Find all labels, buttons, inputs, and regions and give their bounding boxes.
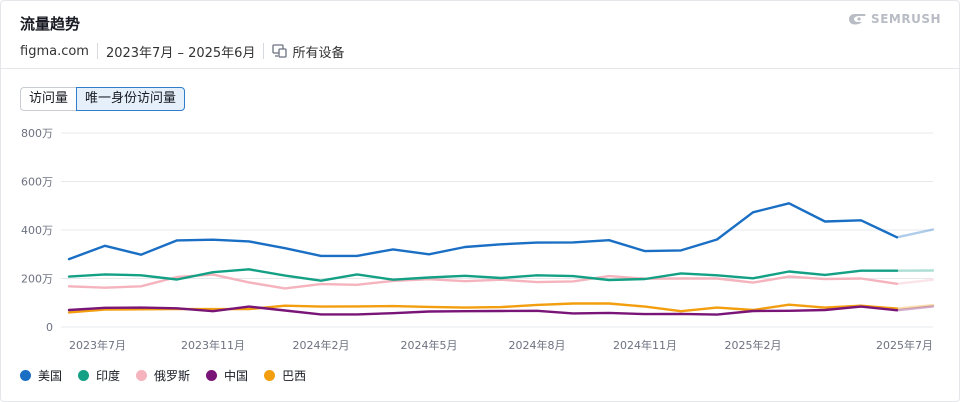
semrush-flame-icon	[849, 14, 866, 25]
legend-dot	[264, 370, 276, 381]
x-tick-label: 2023年7月	[69, 338, 126, 352]
series-projection-3	[895, 305, 935, 312]
legend-label: 中国	[224, 369, 249, 383]
series-line-1	[67, 268, 899, 282]
tab-unique-visitors[interactable]: 唯一身份访问量	[76, 87, 186, 111]
legend-item[interactable]: 巴西	[264, 367, 306, 384]
legend-dot	[78, 370, 90, 381]
x-tick-label: 2024年8月	[509, 338, 566, 352]
card-title: 流量趋势	[20, 15, 81, 33]
legend-label: 巴西	[282, 369, 307, 383]
date-range: 2023年7月 – 2025年6月	[105, 45, 256, 61]
legend-label: 印度	[96, 369, 121, 383]
logo-text: SEMRUSH	[871, 12, 941, 26]
chart-legend: 美国 印度 俄罗斯 中国 巴西	[20, 367, 322, 384]
legend-item[interactable]: 俄罗斯	[136, 367, 190, 384]
x-tick-label: 2024年2月	[293, 338, 350, 352]
y-tick-label: 800万	[21, 127, 53, 140]
y-tick-label: 200万	[21, 273, 53, 286]
series-projection-2	[895, 278, 935, 286]
meta-separator	[96, 43, 98, 59]
series-line-2	[67, 273, 899, 290]
traffic-line-chart: 0 200万 400万 600万 800万 2023年7月 2023年11月 2024年2月 2…	[21, 127, 935, 352]
meta-separator	[263, 43, 265, 59]
series-line-4	[67, 302, 899, 314]
domain-label: figma.com	[20, 43, 89, 59]
semrush-logo: SEMRUSH	[847, 12, 941, 26]
x-tick-label: 2025年7月	[876, 338, 933, 352]
x-tick-label: 2024年11月	[613, 338, 677, 352]
devices-icon	[272, 44, 288, 58]
y-tick-label: 400万	[21, 224, 53, 237]
y-tick-label: 600万	[21, 176, 53, 189]
legend-dot	[20, 370, 31, 381]
series-line-3	[67, 305, 899, 316]
legend-dot	[206, 370, 218, 381]
x-tick-label: 2025年2月	[725, 338, 782, 352]
series-projection-0	[895, 228, 935, 239]
metric-tabs: 访问量 唯一身份访问量	[20, 87, 186, 111]
legend-label: 美国	[38, 369, 63, 383]
x-tick-label: 2023年11月	[181, 338, 245, 352]
legend-label: 俄罗斯	[154, 369, 191, 383]
legend-item[interactable]: 印度	[78, 367, 120, 384]
device-filter[interactable]: 所有设备	[272, 42, 344, 61]
legend-item[interactable]: 美国	[20, 367, 62, 384]
y-tick-label: 0	[46, 321, 53, 334]
legend-item[interactable]: 中国	[206, 367, 248, 384]
series-line-0	[67, 202, 899, 261]
series-projection-4	[895, 303, 935, 310]
header-divider	[1, 68, 959, 69]
meta-bar: figma.com 2023年7月 – 2025年6月 所有设备	[20, 42, 344, 61]
device-label: 所有设备	[292, 45, 345, 61]
tab-visits[interactable]: 访问量	[20, 87, 77, 111]
legend-dot	[136, 370, 148, 381]
x-tick-label: 2024年5月	[401, 338, 458, 352]
